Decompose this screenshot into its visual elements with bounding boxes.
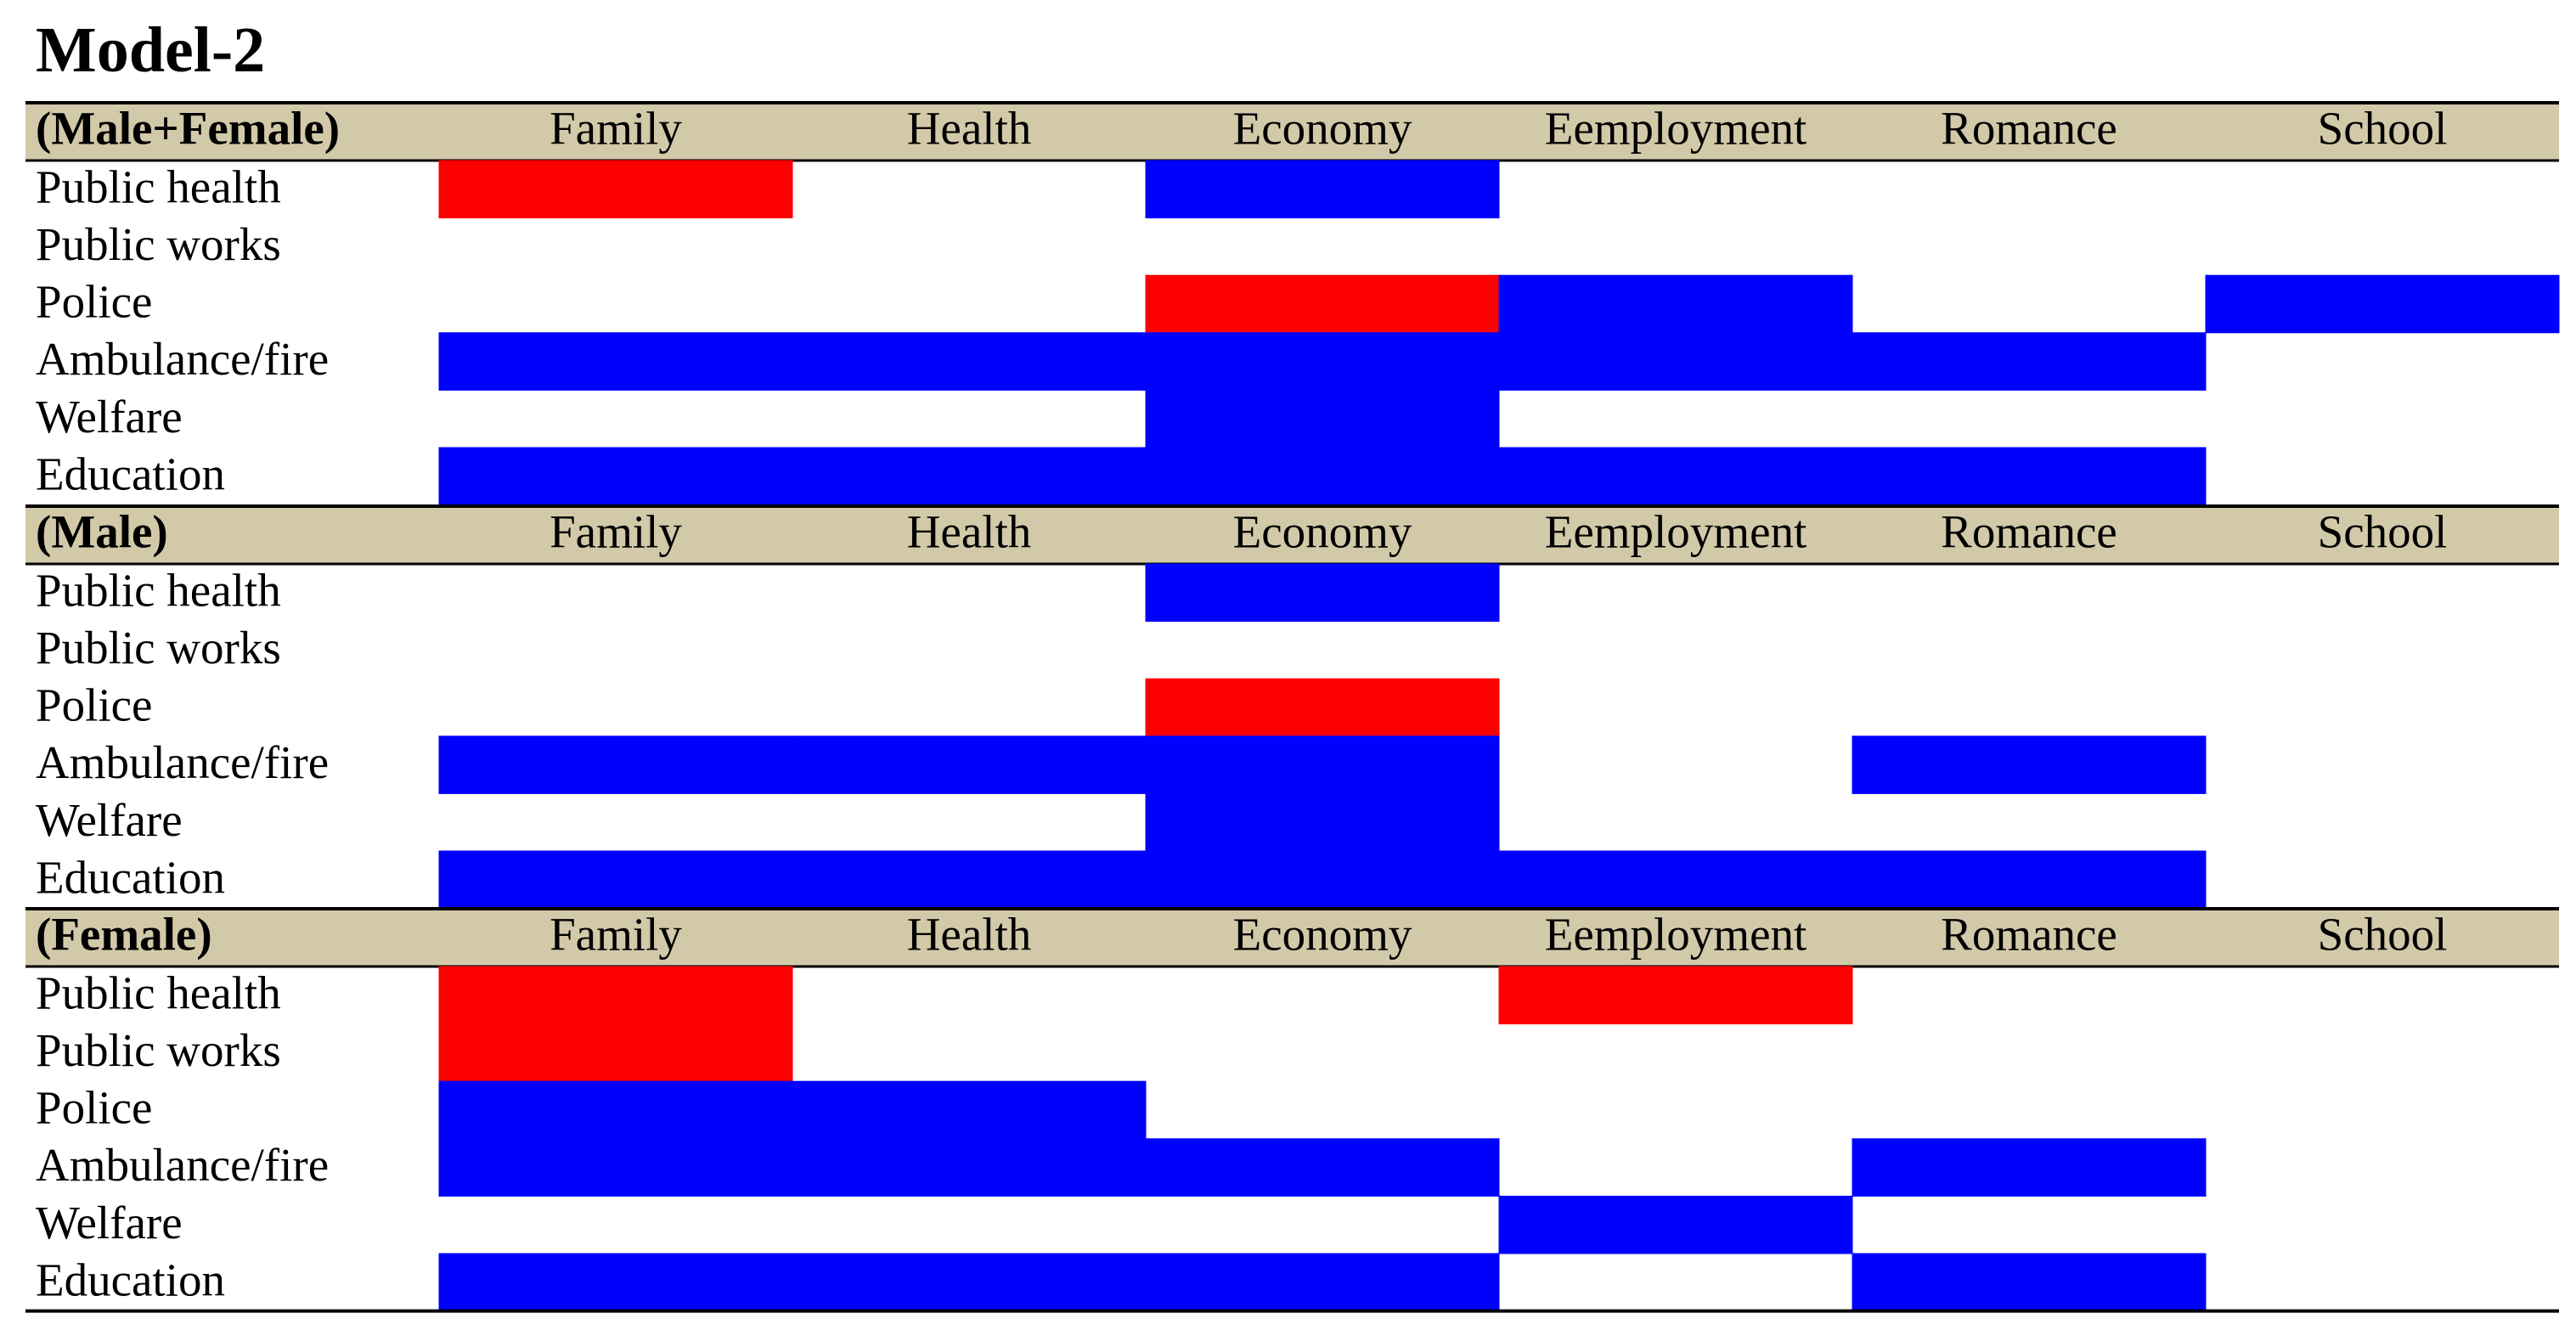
row-label: Public health	[36, 564, 281, 616]
cell-blue	[1145, 850, 1500, 910]
cell-blue	[438, 850, 793, 910]
cell-blue	[792, 1080, 1147, 1140]
cell-red	[438, 1023, 793, 1082]
header-band-male	[25, 506, 2559, 564]
row-label: Public works	[36, 622, 281, 673]
row-label: Public works	[36, 218, 281, 270]
cell-blue	[438, 735, 793, 794]
group-label: (Male+Female)	[36, 103, 340, 155]
cell-red	[438, 160, 793, 219]
column-header: School	[2318, 909, 2448, 961]
cell-blue	[1145, 735, 1500, 794]
column-header: Health	[907, 506, 1032, 558]
cell-blue	[438, 447, 793, 506]
group-label: (Male)	[36, 506, 168, 558]
cell-blue	[438, 1138, 793, 1197]
row-label: Ambulance/fire	[36, 736, 329, 788]
row-label: Welfare	[36, 1197, 183, 1248]
row-label: Ambulance/fire	[36, 1139, 329, 1191]
chart-title: Model-2	[36, 14, 266, 86]
cell-red	[1498, 966, 1853, 1025]
cell-blue	[1145, 1253, 1500, 1312]
column-header: Eemployment	[1545, 909, 1807, 961]
column-header: Health	[907, 909, 1032, 961]
cell-blue	[1145, 389, 1500, 448]
row-label: Police	[36, 276, 152, 328]
column-header: School	[2318, 103, 2448, 155]
column-header: Eemployment	[1545, 506, 1807, 558]
cell-blue	[438, 1253, 793, 1312]
column-header: Romance	[1941, 103, 2117, 155]
row-label: Public health	[36, 967, 281, 1018]
row-label: Education	[36, 1254, 225, 1305]
row-label: Public health	[36, 161, 281, 212]
cell-blue	[792, 1253, 1147, 1312]
column-header: School	[2318, 506, 2448, 558]
cell-blue	[792, 850, 1147, 910]
cell-blue	[1145, 447, 1500, 506]
column-header: Health	[907, 103, 1032, 155]
row-label: Education	[36, 448, 225, 499]
column-header: Economy	[1233, 909, 1412, 961]
cell-blue	[1498, 332, 1853, 391]
column-header: Romance	[1941, 909, 2117, 961]
cell-blue	[1852, 332, 2207, 391]
cell-blue	[792, 735, 1147, 794]
cell-red	[1145, 274, 1500, 334]
column-header: Family	[550, 909, 682, 961]
row-label: Ambulance/fire	[36, 333, 329, 385]
cell-blue	[1145, 792, 1500, 852]
cell-blue	[1852, 850, 2207, 910]
column-header: Economy	[1233, 103, 1412, 155]
row-label: Public works	[36, 1024, 281, 1076]
cell-blue	[1145, 563, 1500, 623]
column-header: Family	[550, 103, 682, 155]
cell-blue	[438, 332, 793, 391]
column-header: Economy	[1233, 506, 1412, 558]
row-label: Welfare	[36, 391, 183, 442]
cell-red	[438, 966, 793, 1025]
column-header: Family	[550, 506, 682, 558]
cell-blue	[1852, 1253, 2207, 1312]
cell-blue	[792, 332, 1147, 391]
cell-blue	[1852, 735, 2207, 794]
cell-blue	[1852, 447, 2207, 506]
cell-blue	[792, 1138, 1147, 1197]
cell-blue	[1145, 160, 1500, 219]
column-header: Romance	[1941, 506, 2117, 558]
cell-blue	[1498, 447, 1853, 506]
row-label: Police	[36, 1082, 152, 1134]
cell-red	[1145, 678, 1500, 737]
cell-blue	[1145, 332, 1500, 391]
header-band-female	[25, 909, 2559, 967]
group-label: (Female)	[36, 909, 212, 961]
cell-blue	[2205, 274, 2560, 334]
cell-blue	[792, 447, 1147, 506]
cell-blue	[1498, 850, 1853, 910]
column-header: Eemployment	[1545, 103, 1807, 155]
cell-blue	[1498, 274, 1853, 334]
row-label: Police	[36, 679, 152, 731]
row-label: Education	[36, 851, 225, 903]
row-label: Welfare	[36, 794, 183, 846]
cell-blue	[1498, 1195, 1853, 1254]
header-band-male-female	[25, 103, 2559, 161]
cell-blue	[438, 1080, 793, 1140]
cell-blue	[1145, 1138, 1500, 1197]
cell-blue	[1852, 1138, 2207, 1197]
